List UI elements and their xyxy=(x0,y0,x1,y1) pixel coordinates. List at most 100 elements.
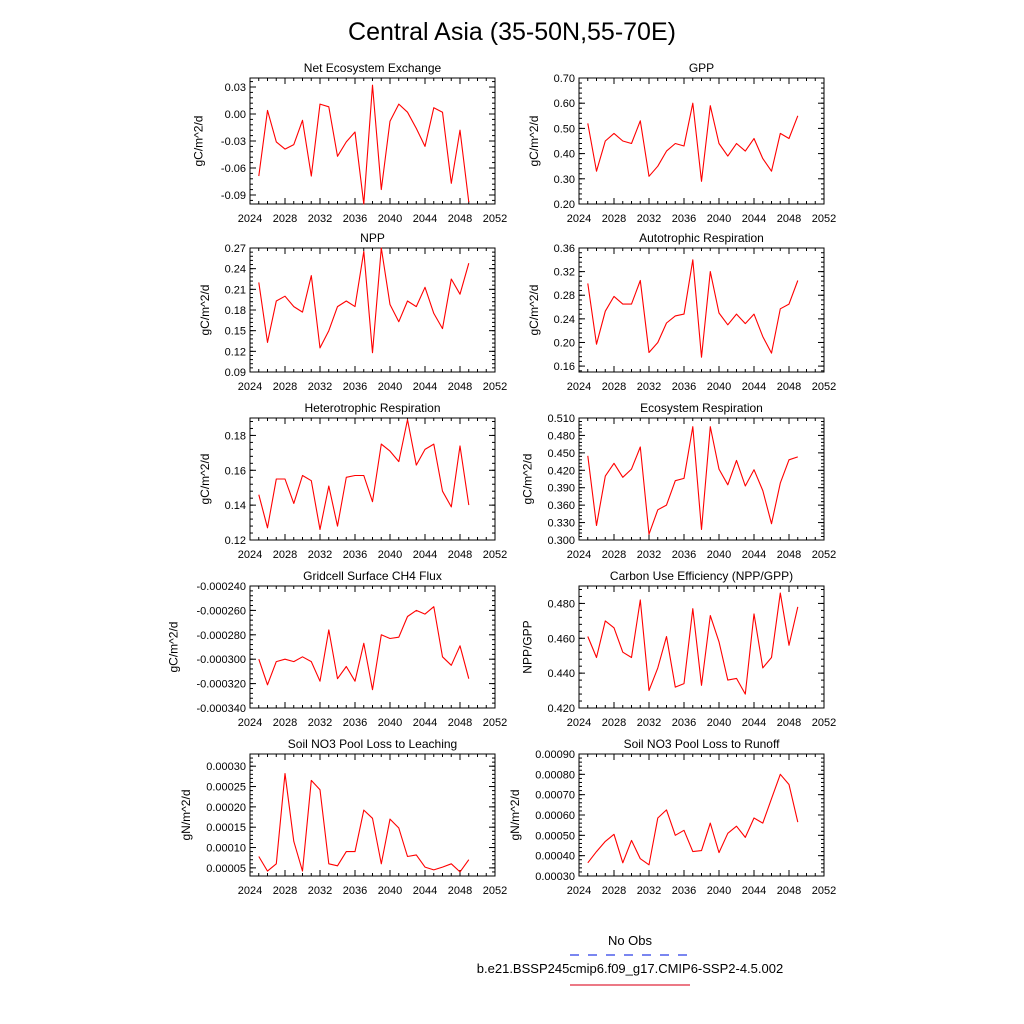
x-tick-label: 2028 xyxy=(273,885,297,897)
y-tick-label: 0.00080 xyxy=(535,769,575,781)
chart-panel-6: Gridcell Surface CH4 Flux 2024 2028 2032 203… xyxy=(166,569,507,729)
y-tick-label: 0.30 xyxy=(554,174,575,186)
panel-title: Ecosystem Respiration xyxy=(640,401,763,415)
y-tick-label: 0.00070 xyxy=(535,790,575,802)
x-tick-label: 2028 xyxy=(602,885,626,897)
y-tick-label: 0.28 xyxy=(554,290,575,302)
x-tick-label: 2032 xyxy=(637,885,661,897)
x-tick-label: 2036 xyxy=(343,549,367,561)
x-tick-label: 2052 xyxy=(483,717,507,729)
y-tick-label: -0.09 xyxy=(221,190,246,202)
x-tick-label: 2036 xyxy=(672,381,696,393)
panel-title: Carbon Use Efficiency (NPP/GPP) xyxy=(610,569,793,583)
x-tick-label: 2040 xyxy=(707,213,731,225)
x-tick-label: 2024 xyxy=(567,213,591,225)
x-tick-label: 2024 xyxy=(567,717,591,729)
y-axis-label: gC/m^2/d xyxy=(198,454,212,505)
chart-panel-4: Heterotrophic Respiration 2024 2028 2032 203… xyxy=(198,401,507,561)
x-tick-label: 2032 xyxy=(308,885,332,897)
y-tick-label: 0.20 xyxy=(554,199,575,211)
x-tick-label: 2052 xyxy=(812,717,836,729)
x-tick-label: 2048 xyxy=(448,885,472,897)
y-tick-label: 0.16 xyxy=(225,465,246,477)
y-tick-label: 0.24 xyxy=(554,314,575,326)
y-tick-label: 0.60 xyxy=(554,98,575,110)
x-tick-label: 2048 xyxy=(777,885,801,897)
plot-frame xyxy=(249,753,496,877)
x-tick-label: 2044 xyxy=(413,213,437,225)
panel-title: Net Ecosystem Exchange xyxy=(304,61,442,75)
chart-panel-3: Autotrophic Respiration 2024 2028 2032 2036 2… xyxy=(527,231,836,393)
y-tick-label: 0.00015 xyxy=(206,822,246,834)
x-tick-label: 2048 xyxy=(777,717,801,729)
x-tick-label: 2028 xyxy=(273,717,297,729)
plot-frame xyxy=(578,417,825,541)
panels: Net Ecosystem Exchange 2024 2028 2032 2036 20… xyxy=(166,61,836,897)
x-tick-label: 2044 xyxy=(413,549,437,561)
series-line xyxy=(258,606,470,691)
x-tick-label: 2048 xyxy=(777,549,801,561)
x-tick-label: 2052 xyxy=(483,549,507,561)
x-tick-label: 2040 xyxy=(378,213,402,225)
y-axis-label: gC/m^2/d xyxy=(198,285,212,336)
x-tick-label: 2028 xyxy=(602,717,626,729)
x-tick-label: 2024 xyxy=(238,213,262,225)
y-tick-label: -0.000280 xyxy=(196,630,246,642)
plot-frame xyxy=(578,585,825,709)
y-axis-label: gC/m^2/d xyxy=(527,285,541,336)
y-tick-label: 0.27 xyxy=(225,243,246,255)
y-tick-label: 0.00090 xyxy=(535,749,575,761)
x-tick-label: 2036 xyxy=(672,213,696,225)
x-tick-label: 2028 xyxy=(273,213,297,225)
panel-title: Gridcell Surface CH4 Flux xyxy=(303,569,442,583)
x-tick-label: 2024 xyxy=(238,885,262,897)
x-tick-label: 2028 xyxy=(602,381,626,393)
y-tick-label: -0.000300 xyxy=(196,654,246,666)
panel-title: GPP xyxy=(689,61,714,75)
y-tick-label: 0.510 xyxy=(547,413,575,425)
x-tick-label: 2040 xyxy=(378,549,402,561)
x-tick-label: 2036 xyxy=(343,717,367,729)
series-line xyxy=(587,426,798,535)
y-tick-label: 0.450 xyxy=(547,448,575,460)
y-tick-label: -0.000260 xyxy=(196,605,246,617)
y-tick-label: 0.480 xyxy=(547,598,575,610)
x-tick-label: 2052 xyxy=(483,213,507,225)
x-tick-label: 2032 xyxy=(308,213,332,225)
chart-panel-7: Carbon Use Efficiency (NPP/GPP) 2024 2028 2… xyxy=(521,569,837,729)
series-line xyxy=(258,84,470,205)
x-tick-label: 2024 xyxy=(238,381,262,393)
x-tick-label: 2044 xyxy=(742,549,766,561)
x-tick-label: 2036 xyxy=(672,717,696,729)
x-tick-label: 2048 xyxy=(777,381,801,393)
x-tick-label: 2032 xyxy=(637,717,661,729)
y-tick-label: -0.000240 xyxy=(196,581,246,593)
series-line xyxy=(258,772,470,873)
x-tick-label: 2032 xyxy=(637,549,661,561)
y-tick-label: 0.40 xyxy=(554,149,575,161)
y-tick-label: 0.360 xyxy=(547,500,575,512)
y-axis-label: gC/m^2/d xyxy=(527,116,541,167)
y-tick-label: 0.15 xyxy=(225,326,246,338)
series-line xyxy=(587,102,799,182)
y-tick-label: -0.000340 xyxy=(196,703,246,715)
y-tick-label: 0.330 xyxy=(547,518,575,530)
x-tick-label: 2032 xyxy=(308,381,332,393)
x-tick-label: 2044 xyxy=(742,213,766,225)
panel-title: Soil NO3 Pool Loss to Runoff xyxy=(624,737,781,751)
y-axis-label: gC/m^2/d xyxy=(192,116,206,167)
x-tick-label: 2032 xyxy=(637,213,661,225)
x-tick-label: 2044 xyxy=(413,381,437,393)
series-line xyxy=(258,419,470,531)
legend-label-no-obs: No Obs xyxy=(608,933,653,948)
y-tick-label: 0.21 xyxy=(225,284,246,296)
y-tick-label: 0.390 xyxy=(547,483,575,495)
chart-panel-9: Soil NO3 Pool Loss to Runoff 2024 2028 2032… xyxy=(508,737,836,897)
x-tick-label: 2040 xyxy=(707,549,731,561)
x-tick-label: 2024 xyxy=(238,717,262,729)
x-tick-label: 2052 xyxy=(812,885,836,897)
plot-frame xyxy=(249,417,496,541)
chart-panel-2: NPP 2024 2028 2032 2036 2040 2044 2048 2052 0.27 0… xyxy=(198,231,507,393)
x-tick-label: 2028 xyxy=(602,549,626,561)
